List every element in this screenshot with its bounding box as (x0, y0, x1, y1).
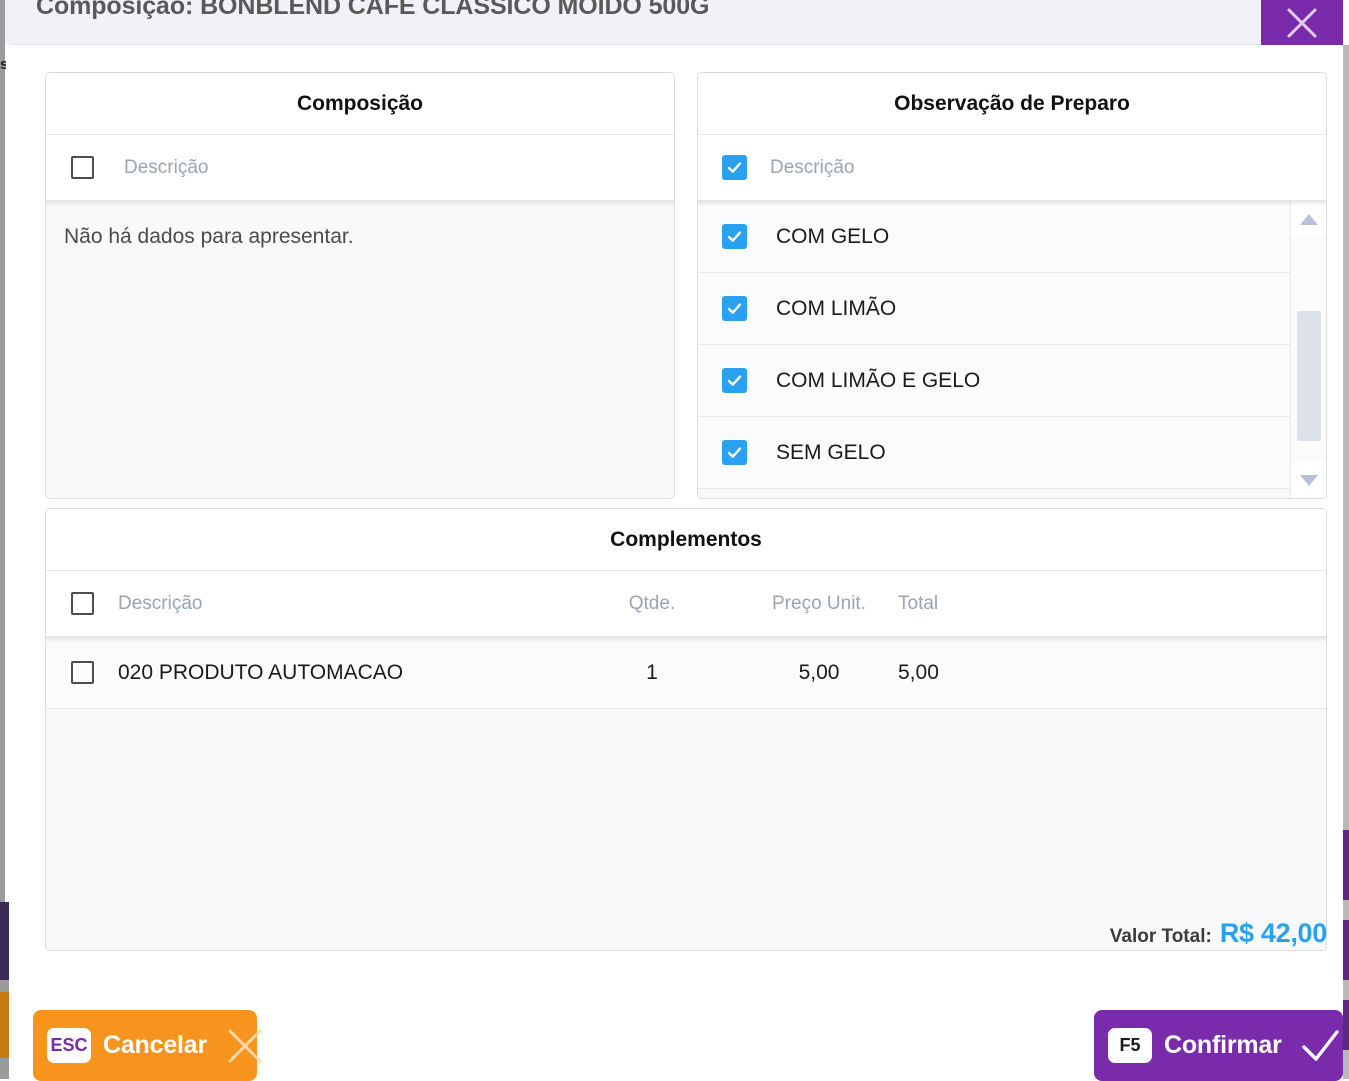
page-title: Composição: BONBLEND CAFE CLASSICO MOIDO… (36, 0, 710, 20)
page-gray-sliver-bottom (0, 1058, 9, 1079)
close-icon (1281, 2, 1323, 44)
background-page-left-sliver: s (0, 0, 12, 1079)
complementos-select-all-checkbox[interactable] (70, 592, 94, 615)
observacao-column-descricao[interactable]: Descrição (770, 156, 855, 178)
scrollbar-track[interactable] (1291, 237, 1326, 462)
cancel-button-label: Cancelar (103, 1031, 208, 1059)
check-icon (1294, 1020, 1346, 1072)
page-purple-sliver-3 (1343, 1000, 1349, 1050)
complementos-cell-qtde: 1 (646, 660, 658, 684)
observacao-row-checkbox-cell (698, 440, 770, 465)
list-item[interactable]: COM GELO (698, 201, 1326, 273)
observacao-row-label: COM LIMÃO (776, 296, 897, 320)
confirm-button-label: Confirmar (1164, 1031, 1282, 1059)
f5-key-badge: F5 (1108, 1028, 1152, 1063)
list-item[interactable]: COM LIMÃO E GELO (698, 345, 1326, 417)
observacao-row-checkbox-cell (698, 368, 770, 393)
complementos-panel: Complementos Descrição Qtde. Preço Unit.… (45, 508, 1327, 951)
scrollbar-thumb[interactable] (1297, 311, 1321, 441)
modal-header: Composição: BONBLEND CAFE CLASSICO MOIDO… (12, 0, 1343, 45)
page-scrollbar-right[interactable] (1343, 45, 1349, 1079)
observacao-scrollbar[interactable] (1290, 201, 1326, 498)
page-scrollbar-left[interactable] (0, 0, 5, 1079)
complementos-column-descricao[interactable]: Descrição (118, 592, 203, 614)
composicao-grid-body: Não há dados para apresentar. (46, 201, 674, 498)
confirm-button[interactable]: F5 Confirmar (1094, 1010, 1343, 1081)
close-icon (219, 1020, 271, 1072)
triangle-down-icon (1300, 474, 1318, 486)
composicao-select-all-checkbox[interactable] (70, 156, 94, 179)
observacao-select-all-checkbox[interactable] (721, 155, 747, 180)
cancel-button[interactable]: ESC Cancelar (33, 1010, 262, 1081)
complementos-grid-body: 020 PRODUTO AUTOMACAO 1 5,00 5,00 (46, 637, 1326, 950)
complementos-column-qtde[interactable]: Qtde. (628, 592, 676, 614)
observacao-panel: Observação de Preparo Descrição (697, 72, 1327, 499)
complementos-select-all-cell (46, 592, 118, 615)
observacao-grid-body: COM GELO COM LIMÃO (698, 201, 1326, 498)
page-purple-sliver-1 (1343, 830, 1349, 900)
complementos-row-checkbox[interactable] (70, 661, 94, 684)
observacao-select-all-cell (698, 155, 770, 180)
valor-total-value: R$ 42,00 (1219, 918, 1327, 948)
page-purple-sliver (0, 902, 9, 980)
scroll-down-button[interactable] (1291, 462, 1326, 498)
observacao-row-label: COM GELO (776, 224, 890, 248)
composicao-panel: Composição Descrição Não há dados para a… (45, 72, 675, 499)
observacao-row-checkbox-cell (698, 296, 770, 321)
composicao-grid-header: Descrição (46, 135, 674, 201)
valor-total: Valor Total: R$ 42,00 (1109, 918, 1328, 949)
page-header-sliver (5, 0, 12, 45)
composicao-select-all-cell (46, 156, 118, 179)
table-row[interactable]: 020 PRODUTO AUTOMACAO 1 5,00 5,00 (46, 637, 1326, 709)
complementos-row-checkbox-cell (46, 661, 118, 684)
observacao-row-checkbox-cell (698, 224, 770, 249)
complementos-cell-preco: 5,00 (798, 660, 840, 684)
observacao-panel-title: Observação de Preparo (698, 73, 1326, 135)
complementos-panel-title: Complementos (46, 509, 1326, 571)
observacao-row-checkbox[interactable] (721, 224, 747, 249)
modal-content: Composição Descrição Não há dados para a… (12, 45, 1343, 1081)
composicao-panel-title: Composição (46, 73, 674, 135)
triangle-up-icon (1300, 213, 1318, 225)
valor-total-label: Valor Total: (1109, 926, 1212, 947)
list-item[interactable]: SEM GELO (698, 417, 1326, 489)
observacao-row-checkbox[interactable] (721, 440, 747, 465)
background-page-right-sliver (1343, 0, 1349, 1079)
complementos-column-preco[interactable]: Preço Unit. (772, 592, 866, 614)
observacao-row-checkbox[interactable] (721, 368, 747, 393)
complementos-cell-total: 5,00 (898, 660, 939, 684)
composicao-empty-message: Não há dados para apresentar. (64, 225, 354, 248)
observacao-row-label: COM LIMÃO E GELO (776, 368, 981, 392)
composicao-modal: Composição: BONBLEND CAFE CLASSICO MOIDO… (12, 0, 1343, 1081)
complementos-column-total[interactable]: Total (898, 592, 939, 614)
page-gray-sliver-top (0, 980, 9, 992)
page-purple-sliver-2 (1343, 920, 1349, 980)
observacao-row-checkbox[interactable] (721, 296, 747, 321)
complementos-grid-header: Descrição Qtde. Preço Unit. Total (46, 571, 1326, 637)
esc-key-badge: ESC (47, 1028, 91, 1063)
composicao-column-descricao[interactable]: Descrição (124, 156, 209, 178)
observacao-row-label: SEM GELO (776, 440, 886, 464)
close-button[interactable] (1261, 0, 1343, 45)
page-text-sliver: s (0, 56, 6, 73)
complementos-cell-descricao: 020 PRODUTO AUTOMACAO (118, 660, 404, 684)
observacao-grid-header: Descrição (698, 135, 1326, 201)
scroll-up-button[interactable] (1291, 201, 1326, 237)
list-item[interactable]: COM LIMÃO (698, 273, 1326, 345)
page-orange-sliver (0, 992, 9, 1058)
